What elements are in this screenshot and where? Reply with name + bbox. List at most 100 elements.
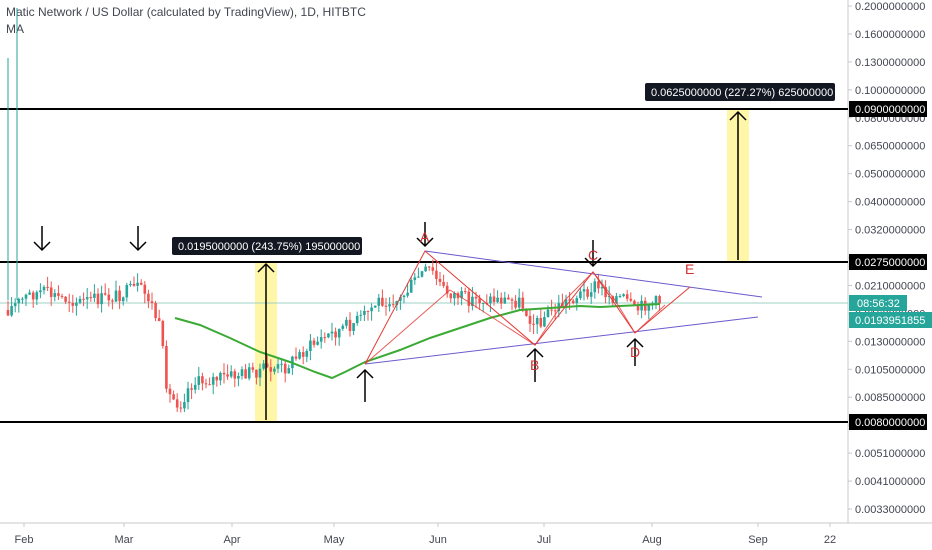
candle-body xyxy=(654,296,658,304)
last-price-tag: 0.0193951855 xyxy=(855,315,925,327)
candle-body xyxy=(402,295,406,297)
candles xyxy=(6,8,661,413)
candle-body xyxy=(17,298,21,304)
price-tick-label: 0.0400000000 xyxy=(855,197,925,209)
candle-body xyxy=(147,293,150,302)
candle-body xyxy=(96,293,100,305)
candle-body xyxy=(219,372,222,381)
price-tag-high: 0.0900000000 xyxy=(855,104,925,116)
candle-body xyxy=(129,283,132,286)
candle-body xyxy=(395,300,399,306)
candle-body xyxy=(305,351,309,357)
arrow-up-2 xyxy=(526,347,544,382)
candle-body xyxy=(629,298,633,301)
candle-body xyxy=(100,293,103,305)
price-tick-label: 0.0320000000 xyxy=(855,225,925,237)
candle-body xyxy=(262,363,265,369)
arrow-up-1 xyxy=(356,368,374,402)
candle-body xyxy=(409,280,413,293)
time-tick-label: Aug xyxy=(642,534,662,546)
candle-body xyxy=(24,294,28,299)
candle-body xyxy=(327,333,330,338)
candle-body xyxy=(597,281,600,289)
last-price-tag-bg xyxy=(849,312,932,328)
candle-body xyxy=(67,301,71,303)
price-tick-label: 0.0500000000 xyxy=(855,169,925,181)
candle-body xyxy=(150,301,154,304)
candle-body xyxy=(586,289,589,297)
candle-body xyxy=(197,376,201,385)
price-tag-mid: 0.0275000000 xyxy=(855,257,925,269)
price-tick-label: 0.1600000000 xyxy=(855,29,925,41)
candle-body xyxy=(463,291,467,293)
measure-label-left-bg xyxy=(172,237,362,255)
pattern-label-d: D xyxy=(630,344,640,360)
candle-body xyxy=(445,285,449,294)
candle-body xyxy=(283,363,287,374)
candle-body xyxy=(103,293,107,295)
candle-body xyxy=(211,376,215,385)
price-tick-label: 0.0033000000 xyxy=(855,504,925,516)
time-tick-label: 22 xyxy=(824,534,836,546)
candle-body xyxy=(316,341,319,345)
pattern-label-c: C xyxy=(588,247,598,263)
candle-body xyxy=(377,297,381,306)
candle-body xyxy=(93,293,96,298)
candle-body xyxy=(564,299,568,307)
time-axis: Feb Mar Apr May Jun Jul Aug Sep 22 xyxy=(15,523,836,546)
candle-body xyxy=(604,287,607,298)
candle-body xyxy=(525,308,528,316)
indicator-label: MA xyxy=(6,22,24,36)
candle-body xyxy=(154,303,157,319)
candle-body xyxy=(460,291,463,299)
candle-body xyxy=(535,317,539,325)
candle-body xyxy=(240,369,244,376)
price-tag-low-bg xyxy=(849,414,927,430)
measure-label-left: 0.0195000000 (243.75%) 195000000 xyxy=(178,241,360,253)
candle-body xyxy=(424,266,427,272)
candle-body xyxy=(543,317,546,327)
candle-body xyxy=(517,297,521,308)
candle-body xyxy=(244,369,247,379)
pattern-label-a: A xyxy=(420,229,430,245)
candle-body xyxy=(85,297,89,300)
candle-body xyxy=(255,369,258,378)
candle-body xyxy=(237,375,240,379)
candle-body xyxy=(341,325,345,329)
arrow-down-3 xyxy=(416,222,434,248)
candle-body xyxy=(111,300,114,302)
triangle-upper-line xyxy=(424,250,763,298)
candle-body xyxy=(528,315,532,324)
candle-body xyxy=(143,284,147,294)
candle-body xyxy=(370,307,373,312)
candle-body xyxy=(118,290,121,302)
candle-body xyxy=(355,315,359,324)
candle-body xyxy=(179,407,183,409)
candle-body xyxy=(582,289,586,292)
candle-body xyxy=(478,298,481,304)
candle-body xyxy=(168,388,172,395)
candle-body xyxy=(622,294,625,297)
countdown-tag: 08:56:32 xyxy=(857,298,900,310)
countdown-tag-bg xyxy=(849,295,907,311)
candle-body xyxy=(467,291,471,306)
candle-body xyxy=(49,287,53,297)
candle-body xyxy=(157,318,161,321)
candle-body xyxy=(561,303,564,307)
price-tick-label: 0.0041000000 xyxy=(855,476,925,488)
candle-body xyxy=(373,305,377,308)
candle-body xyxy=(337,328,341,338)
candle-body xyxy=(611,296,615,303)
candle-body xyxy=(172,394,175,400)
price-tick-label: 0.2000000000 xyxy=(855,1,925,13)
candle-body xyxy=(384,305,388,307)
candle-body xyxy=(53,293,57,297)
pattern-zigzag-lower xyxy=(364,271,666,365)
candle-body xyxy=(539,317,543,327)
candle-body xyxy=(449,293,453,299)
candle-body xyxy=(312,340,316,345)
candle-body xyxy=(579,291,582,299)
arrow-up-3 xyxy=(626,337,644,366)
candle-body xyxy=(31,292,35,300)
